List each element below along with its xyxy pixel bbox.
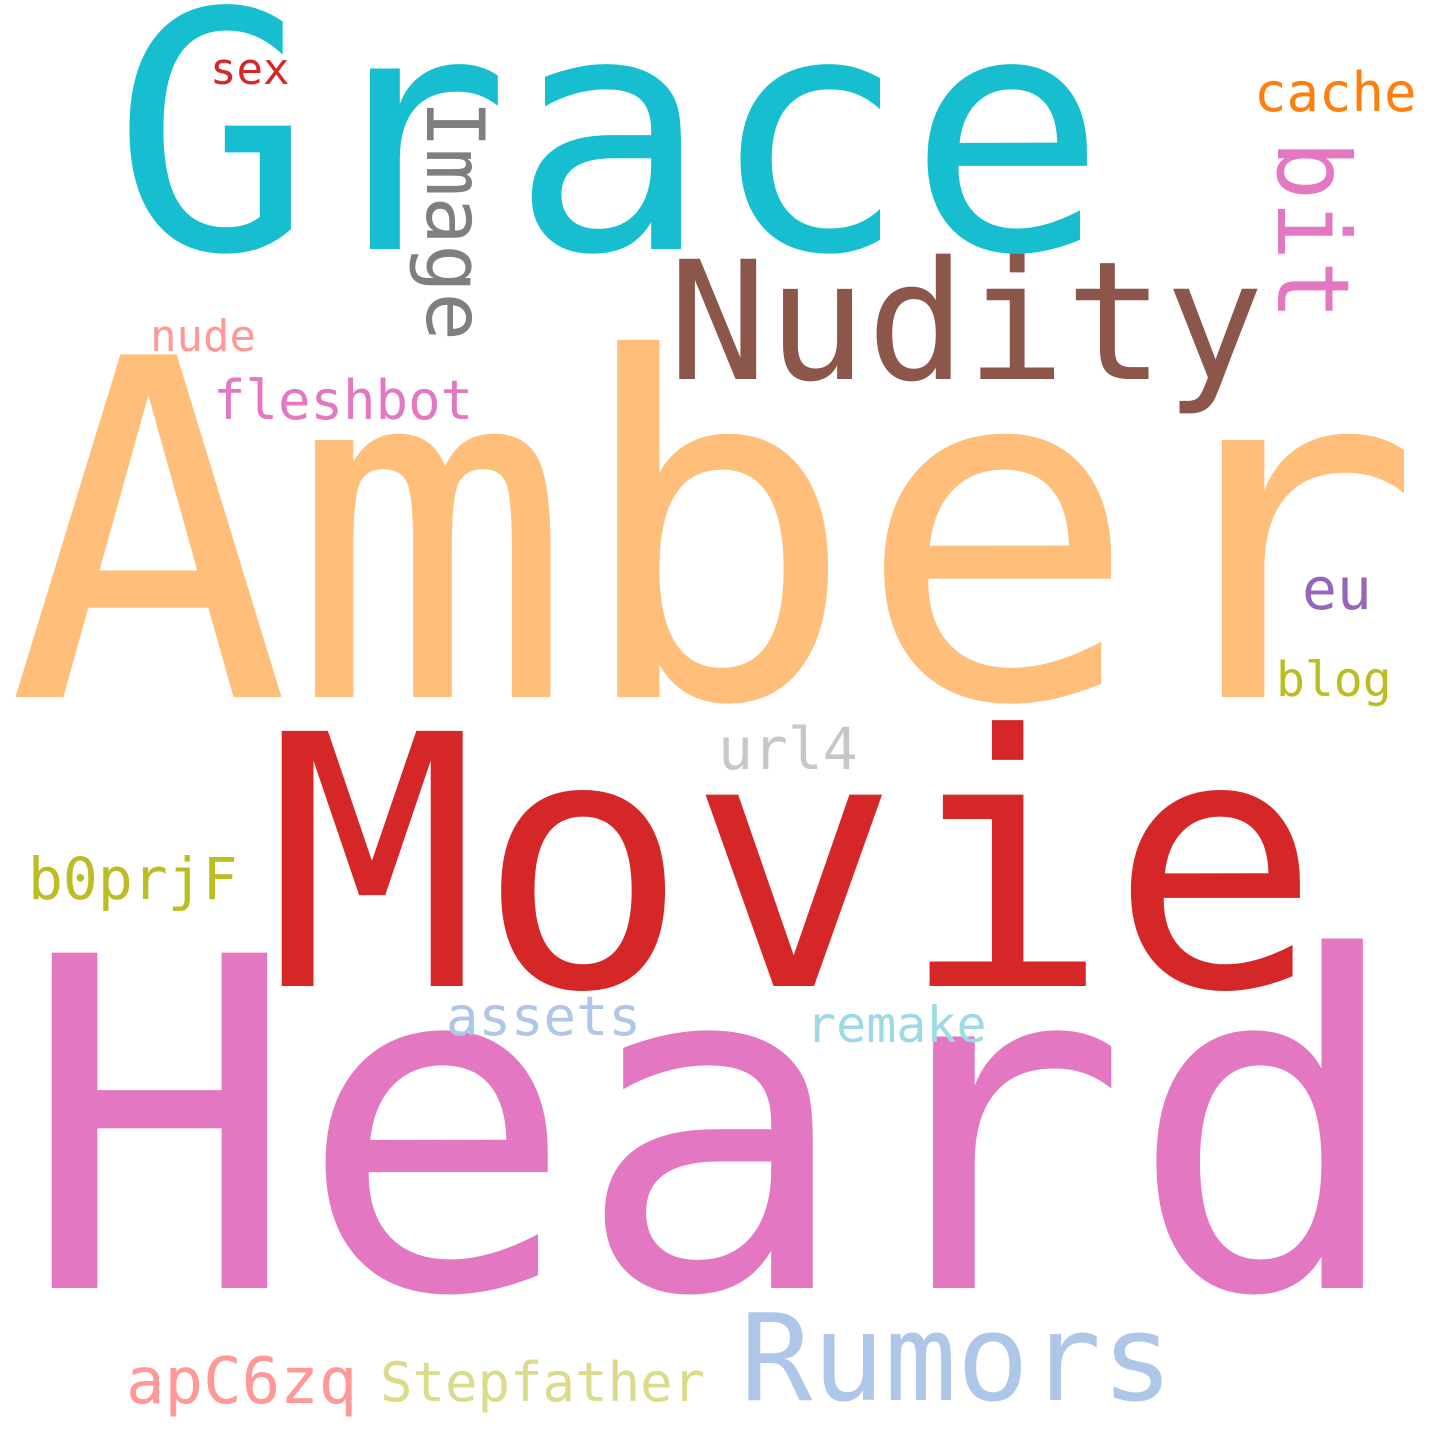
word-stepfather: Stepfather [380, 1351, 706, 1414]
word-movie: Movie [267, 661, 1321, 1069]
word-amber: Amber [7, 261, 1422, 808]
word-eu: eu [1302, 555, 1372, 623]
word-cache: cache [1254, 61, 1417, 124]
word-fleshbot: fleshbot [213, 369, 474, 432]
word-rumors: Rumors [740, 1290, 1174, 1429]
word-image: Image [408, 100, 501, 341]
word-nude: nude [150, 311, 256, 362]
word-url4: url4 [718, 715, 858, 783]
word-heard: Heard [21, 862, 1406, 1397]
word-remake: remake [806, 996, 987, 1054]
word-grace: Grace [113, 0, 1107, 327]
word-b0prjf: b0prjF [28, 845, 238, 913]
word-assets: assets [446, 985, 642, 1048]
word-apc6zq: apC6zq [126, 1345, 358, 1419]
word-sex: sex [210, 44, 290, 95]
word-bit: bit [1254, 140, 1371, 321]
word-nudity: Nudity [668, 226, 1265, 418]
word-blog: blog [1276, 652, 1392, 708]
